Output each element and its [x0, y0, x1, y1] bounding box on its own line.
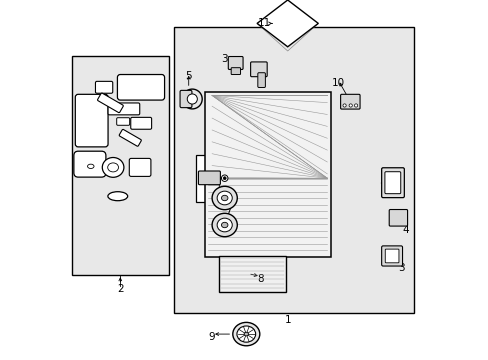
Ellipse shape: [187, 94, 197, 104]
Ellipse shape: [244, 332, 248, 336]
FancyBboxPatch shape: [388, 210, 407, 226]
Text: 9: 9: [208, 332, 215, 342]
Ellipse shape: [354, 104, 357, 107]
Bar: [72, 56, 168, 275]
Ellipse shape: [221, 175, 227, 181]
Bar: [174, 27, 413, 313]
FancyBboxPatch shape: [117, 118, 129, 125]
Text: 6: 6: [383, 182, 389, 192]
Ellipse shape: [237, 326, 255, 342]
Ellipse shape: [217, 191, 232, 205]
FancyBboxPatch shape: [108, 103, 140, 115]
Ellipse shape: [212, 186, 237, 210]
Text: 4: 4: [402, 225, 408, 235]
FancyBboxPatch shape: [381, 246, 402, 266]
FancyBboxPatch shape: [119, 129, 141, 146]
FancyBboxPatch shape: [117, 75, 164, 100]
Bar: [219, 256, 285, 292]
Bar: [196, 155, 242, 202]
Text: 3: 3: [221, 54, 227, 64]
FancyBboxPatch shape: [74, 151, 106, 177]
FancyBboxPatch shape: [198, 171, 220, 185]
Text: 10: 10: [331, 78, 344, 88]
Ellipse shape: [342, 104, 346, 107]
Ellipse shape: [221, 222, 227, 228]
Ellipse shape: [217, 218, 232, 232]
Bar: [204, 92, 330, 257]
FancyBboxPatch shape: [75, 94, 108, 147]
Ellipse shape: [182, 89, 202, 109]
FancyBboxPatch shape: [340, 94, 359, 109]
FancyBboxPatch shape: [97, 93, 123, 113]
FancyBboxPatch shape: [95, 81, 113, 93]
Text: 11: 11: [257, 18, 270, 28]
Text: 1: 1: [284, 315, 290, 325]
FancyBboxPatch shape: [385, 249, 398, 263]
FancyBboxPatch shape: [257, 73, 265, 87]
FancyBboxPatch shape: [130, 117, 151, 129]
Ellipse shape: [87, 164, 94, 168]
FancyBboxPatch shape: [228, 57, 243, 69]
Ellipse shape: [108, 192, 127, 201]
Text: 3: 3: [397, 263, 404, 273]
Polygon shape: [257, 0, 318, 47]
Ellipse shape: [107, 163, 118, 172]
Text: 2: 2: [117, 284, 123, 294]
FancyBboxPatch shape: [384, 172, 400, 194]
Ellipse shape: [232, 323, 259, 346]
Ellipse shape: [348, 104, 351, 107]
Ellipse shape: [223, 177, 225, 180]
Ellipse shape: [221, 195, 227, 201]
Text: 7: 7: [224, 206, 231, 216]
FancyBboxPatch shape: [129, 158, 151, 176]
FancyBboxPatch shape: [250, 62, 266, 77]
FancyBboxPatch shape: [231, 68, 240, 75]
Ellipse shape: [212, 213, 237, 237]
Text: 8: 8: [257, 274, 264, 284]
Ellipse shape: [102, 157, 123, 177]
Text: 5: 5: [185, 71, 192, 81]
FancyBboxPatch shape: [180, 90, 192, 108]
FancyBboxPatch shape: [381, 168, 404, 198]
